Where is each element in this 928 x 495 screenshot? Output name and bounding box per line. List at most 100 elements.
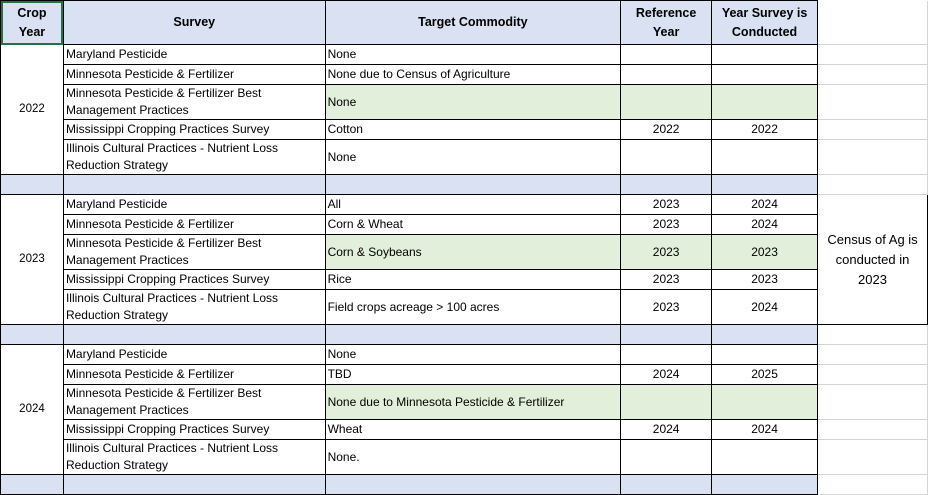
empty-cell[interactable] bbox=[817, 139, 928, 175]
survey-cell[interactable]: Minnesota Pesticide & Fertilizer bbox=[62, 64, 326, 85]
year-conducted-cell[interactable] bbox=[711, 84, 819, 120]
separator-cell[interactable] bbox=[711, 174, 819, 195]
year-conducted-cell[interactable]: 2024 bbox=[711, 194, 819, 215]
empty-cell[interactable] bbox=[817, 174, 928, 195]
survey-cell[interactable]: Mississippi Cropping Practices Survey bbox=[62, 419, 326, 440]
empty-cell[interactable] bbox=[817, 0, 928, 45]
survey-cell[interactable]: Mississippi Cropping Practices Survey bbox=[62, 269, 326, 290]
separator-cell[interactable] bbox=[620, 474, 713, 495]
separator-cell[interactable] bbox=[324, 474, 622, 495]
separator-cell[interactable] bbox=[324, 174, 622, 195]
survey-cell[interactable]: Minnesota Pesticide & Fertilizer Best Ma… bbox=[62, 84, 326, 120]
header-target-commodity[interactable]: Target Commodity bbox=[324, 0, 622, 45]
reference-year-cell[interactable]: 2023 bbox=[620, 289, 713, 325]
survey-cell[interactable]: Minnesota Pesticide & Fertilizer bbox=[62, 214, 326, 235]
reference-year-cell[interactable]: 2023 bbox=[620, 234, 713, 270]
target-commodity-cell[interactable]: None due to Census of Agriculture bbox=[324, 64, 622, 85]
reference-year-cell[interactable] bbox=[620, 64, 713, 85]
year-conducted-cell[interactable] bbox=[711, 344, 819, 365]
year-conducted-cell[interactable]: 2022 bbox=[711, 119, 819, 140]
target-commodity-cell[interactable]: Wheat bbox=[324, 419, 622, 440]
survey-cell[interactable]: Illinois Cultural Practices - Nutrient L… bbox=[62, 139, 326, 175]
target-commodity-cell[interactable]: Corn & Soybeans bbox=[324, 234, 622, 270]
year-conducted-cell[interactable] bbox=[711, 139, 819, 175]
separator-cell[interactable] bbox=[711, 474, 819, 495]
year-conducted-cell[interactable] bbox=[711, 44, 819, 65]
reference-year-cell[interactable]: 2024 bbox=[620, 364, 713, 385]
header-reference-year[interactable]: Reference Year bbox=[620, 0, 713, 45]
empty-cell[interactable] bbox=[817, 324, 928, 345]
target-commodity-cell[interactable]: All bbox=[324, 194, 622, 215]
separator-cell[interactable] bbox=[62, 474, 326, 495]
separator-cell[interactable] bbox=[711, 324, 819, 345]
empty-cell[interactable] bbox=[817, 344, 928, 365]
target-commodity-cell[interactable]: None bbox=[324, 139, 622, 175]
year-conducted-cell[interactable] bbox=[711, 439, 819, 475]
survey-cell[interactable]: Maryland Pesticide bbox=[62, 44, 326, 65]
crop-year-cell[interactable]: 2024 bbox=[0, 344, 64, 475]
empty-cell[interactable] bbox=[817, 119, 928, 140]
survey-cell[interactable]: Illinois Cultural Practices - Nutrient L… bbox=[62, 289, 326, 325]
target-commodity-cell[interactable]: Cotton bbox=[324, 119, 622, 140]
survey-cell[interactable]: Illinois Cultural Practices - Nutrient L… bbox=[62, 439, 326, 475]
survey-cell[interactable]: Mississippi Cropping Practices Survey bbox=[62, 119, 326, 140]
reference-year-cell[interactable]: 2022 bbox=[620, 119, 713, 140]
header-crop-year[interactable]: Crop Year bbox=[0, 0, 64, 45]
year-conducted-cell[interactable]: 2023 bbox=[711, 269, 819, 290]
reference-year-cell[interactable] bbox=[620, 439, 713, 475]
year-conducted-cell[interactable] bbox=[711, 384, 819, 420]
target-commodity-cell[interactable]: Corn & Wheat bbox=[324, 214, 622, 235]
survey-cell[interactable]: Minnesota Pesticide & Fertilizer Best Ma… bbox=[62, 384, 326, 420]
separator-cell[interactable] bbox=[0, 324, 64, 345]
separator-cell[interactable] bbox=[62, 324, 326, 345]
reference-year-cell[interactable]: 2024 bbox=[620, 419, 713, 440]
reference-year-cell[interactable] bbox=[620, 344, 713, 365]
separator-cell[interactable] bbox=[620, 324, 713, 345]
note-cell[interactable]: Census of Ag is conducted in 2023 bbox=[817, 194, 928, 325]
empty-cell[interactable] bbox=[817, 474, 928, 495]
survey-cell[interactable]: Minnesota Pesticide & Fertilizer bbox=[62, 364, 326, 385]
header-year-conducted[interactable]: Year Survey is Conducted bbox=[711, 0, 819, 45]
year-conducted-cell[interactable]: 2024 bbox=[711, 289, 819, 325]
year-conducted-cell[interactable]: 2025 bbox=[711, 364, 819, 385]
separator-cell[interactable] bbox=[324, 324, 622, 345]
reference-year-cell[interactable] bbox=[620, 44, 713, 65]
separator-row bbox=[0, 474, 928, 495]
target-commodity-cell[interactable]: None bbox=[324, 44, 622, 65]
survey-cell[interactable]: Minnesota Pesticide & Fertilizer Best Ma… bbox=[62, 234, 326, 270]
empty-cell[interactable] bbox=[817, 439, 928, 475]
empty-cell[interactable] bbox=[817, 364, 928, 385]
header-survey[interactable]: Survey bbox=[62, 0, 326, 45]
table-row: Illinois Cultural Practices - Nutrient L… bbox=[1, 139, 928, 175]
year-conducted-cell[interactable] bbox=[711, 64, 819, 85]
empty-cell[interactable] bbox=[817, 84, 928, 120]
year-conducted-cell[interactable]: 2023 bbox=[711, 234, 819, 270]
target-commodity-cell[interactable]: None bbox=[324, 84, 622, 120]
target-commodity-cell[interactable]: None bbox=[324, 344, 622, 365]
empty-cell[interactable] bbox=[817, 384, 928, 420]
reference-year-cell[interactable]: 2023 bbox=[620, 269, 713, 290]
empty-cell[interactable] bbox=[817, 64, 928, 85]
crop-year-cell[interactable]: 2023 bbox=[0, 194, 64, 325]
separator-cell[interactable] bbox=[62, 174, 326, 195]
year-conducted-cell[interactable]: 2024 bbox=[711, 419, 819, 440]
empty-cell[interactable] bbox=[817, 419, 928, 440]
reference-year-cell[interactable] bbox=[620, 139, 713, 175]
target-commodity-cell[interactable]: Field crops acreage > 100 acres bbox=[324, 289, 622, 325]
separator-cell[interactable] bbox=[620, 174, 713, 195]
crop-year-cell[interactable]: 2022 bbox=[0, 44, 64, 175]
target-commodity-cell[interactable]: Rice bbox=[324, 269, 622, 290]
reference-year-cell[interactable]: 2023 bbox=[620, 194, 713, 215]
separator-cell[interactable] bbox=[0, 474, 64, 495]
reference-year-cell[interactable] bbox=[620, 84, 713, 120]
reference-year-cell[interactable] bbox=[620, 384, 713, 420]
target-commodity-cell[interactable]: TBD bbox=[324, 364, 622, 385]
year-conducted-cell[interactable]: 2024 bbox=[711, 214, 819, 235]
empty-cell[interactable] bbox=[817, 44, 928, 65]
target-commodity-cell[interactable]: None. bbox=[324, 439, 622, 475]
survey-cell[interactable]: Maryland Pesticide bbox=[62, 194, 326, 215]
separator-cell[interactable] bbox=[0, 174, 64, 195]
reference-year-cell[interactable]: 2023 bbox=[620, 214, 713, 235]
survey-cell[interactable]: Maryland Pesticide bbox=[62, 344, 326, 365]
target-commodity-cell[interactable]: None due to Minnesota Pesticide & Fertil… bbox=[324, 384, 622, 420]
